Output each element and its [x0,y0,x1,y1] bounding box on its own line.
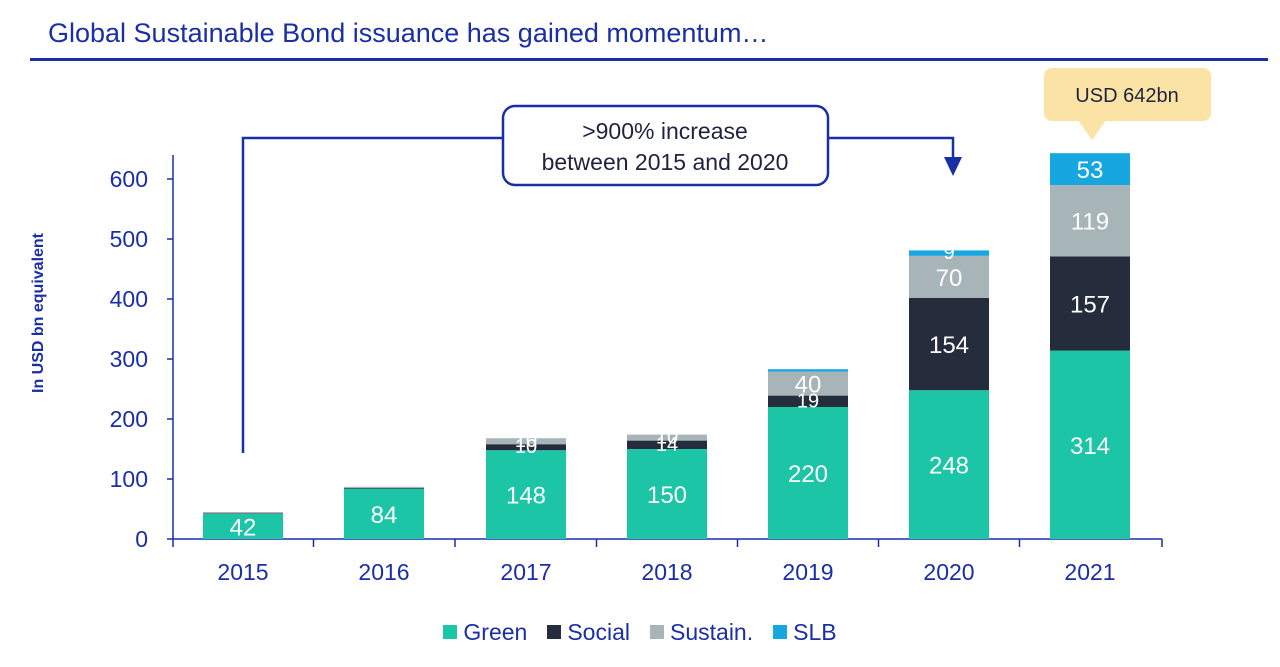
bar-segment-sustain [203,512,283,514]
y-tick-label: 100 [110,466,148,492]
slide-title: Global Sustainable Bond issuance has gai… [48,18,769,48]
y-tick-label: 300 [110,346,148,372]
bar-segment-sustain [486,438,566,445]
bar-segment-social [1050,256,1130,351]
data-label: 84 [371,502,398,529]
legend: Green Social Sustain. SLB [0,618,1280,646]
data-label: 248 [929,453,969,480]
data-label: 42 [230,514,257,541]
stacked-bar-chart: 0 100 200 300 400 500 600 2015 2016 2017 2018 2019 2… [30,68,1211,585]
bar-segment-sustain [344,486,424,488]
bar-segment-social [344,488,424,489]
title-rule [30,58,1268,61]
bar-segment-sustain [627,434,707,441]
data-label: 150 [647,482,687,509]
legend-item-green: Green [443,619,527,646]
bar-segment-sustain [1050,185,1130,257]
bar-segment-slb [909,250,989,256]
legend-label: Sustain. [670,618,754,645]
total-label: USD 642bn [1075,85,1178,107]
y-tick-label: 200 [110,406,148,432]
legend-label: SLB [793,618,837,645]
bar-segment-slb [1050,153,1130,185]
legend-swatch [547,625,562,639]
y-tick-label: 0 [135,526,148,552]
callout-line-2: between 2015 and 2020 [542,149,789,175]
x-tick-label: 2015 [217,559,268,585]
legend-label: Green [463,618,528,645]
bar-segment-green [627,449,707,539]
data-label: 148 [506,483,546,510]
data-label: 14 [656,434,678,456]
data-label: 314 [1070,433,1110,460]
data-label: 10 [515,430,537,452]
x-tick-label: 2018 [641,559,692,585]
data-label: 70 [936,265,963,292]
bar-segment-green [768,407,848,539]
data-label: 220 [788,461,828,488]
y-axis-label: In USD bn equivalent [30,232,47,393]
growth-arrow-head [944,157,962,176]
bar-segment-sustain [768,371,848,396]
growth-callout-box [501,104,830,187]
y-tick-label: 500 [110,226,148,252]
x-tick-label: 2016 [358,559,409,585]
bar-segment-social [203,513,283,514]
bar-segment-sustain [909,255,989,298]
bar-segment-green [486,450,566,539]
bar-segment-social [627,440,707,449]
data-label: 10 [656,427,678,449]
x-tick-label: 2020 [923,559,974,585]
legend-swatch [773,625,788,639]
bar-segment-green [909,390,989,539]
bar-segment-social [486,444,566,451]
legend-item-social: Social [547,619,630,646]
x-tick-label: 2019 [782,559,833,585]
legend-item-slb: SLB [773,618,837,646]
data-label: 119 [1071,209,1109,236]
legend-item-sustain: Sustain. [650,619,753,646]
y-tick-label: 600 [110,166,148,192]
bar-segment-social [768,395,848,407]
bar-segment-green [1050,350,1130,539]
callout-line-1: >900% increase [582,118,748,144]
data-label: 10 [515,436,537,458]
total-label-bubble [1044,68,1211,121]
data-label: 157 [1070,292,1110,319]
data-label: 9 [943,242,954,264]
data-label: 53 [1077,157,1104,184]
legend-label: Social [567,618,630,645]
data-label: 19 [797,390,819,412]
total-label-pointer [1078,120,1106,140]
legend-swatch [443,625,458,639]
bar-segment-social [909,297,989,391]
data-label: 40 [795,372,822,399]
x-tick-label: 2017 [500,559,551,585]
y-tick-label: 400 [110,286,148,312]
data-label: 154 [929,332,969,359]
legend-swatch [650,625,664,639]
bar-segment-green [203,513,283,539]
bar-segment-slb [768,369,848,372]
x-tick-label: 2021 [1064,559,1115,585]
bar-segment-green [344,488,424,539]
